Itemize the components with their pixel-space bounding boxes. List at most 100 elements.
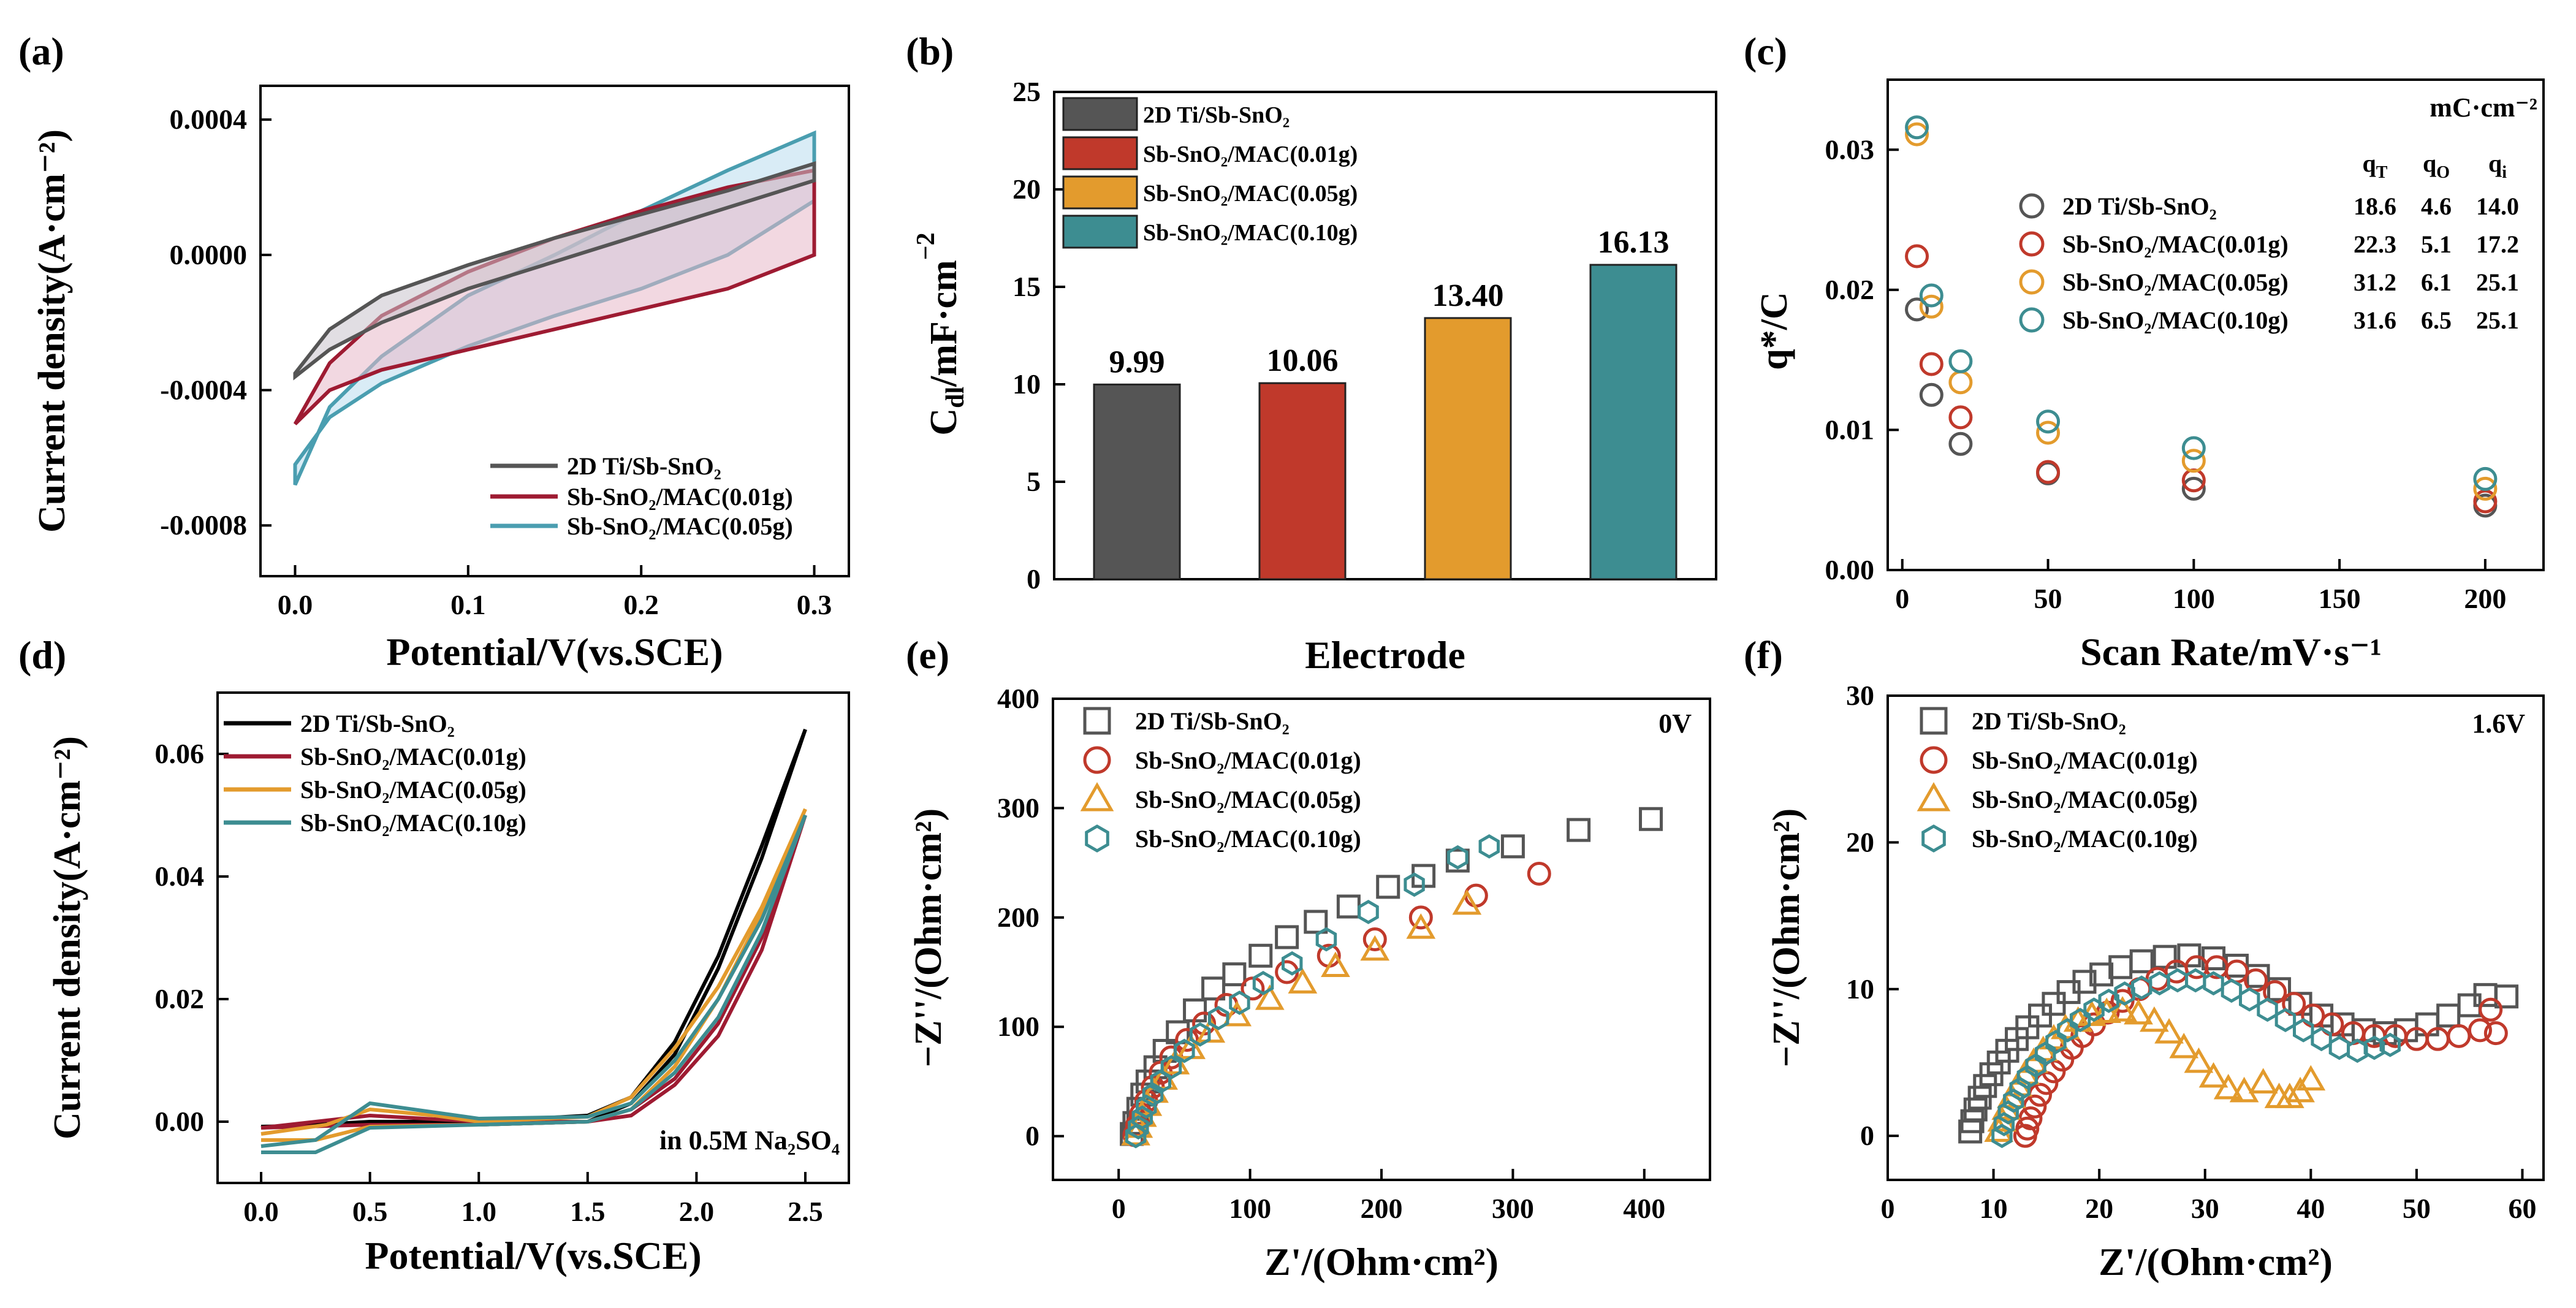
data-point: [1174, 1038, 1195, 1063]
y-axis-label: −Z''/(Ohm·cm²): [908, 808, 949, 1067]
data-point: [1905, 122, 1929, 146]
panel-label: (c): [1744, 29, 1787, 73]
legend-swatch: [1062, 215, 1138, 249]
x-tick-label: 0.0: [243, 1196, 279, 1227]
x-tick-label: 0: [1895, 583, 1909, 614]
data-point: [2473, 466, 2498, 491]
data-point: [2311, 1027, 2332, 1052]
y-tick-label: 400: [997, 683, 1039, 714]
x-tick-label: 200: [2464, 583, 2506, 614]
y-tick-label: 20: [1013, 173, 1041, 205]
y-axis-label-part: −2: [912, 232, 940, 260]
plot-frame: [1886, 694, 2545, 1181]
data-point: [1917, 781, 1951, 812]
table-row-name: 2D Ti/Sb-SnO₂: [2062, 192, 2217, 220]
x-tick-label: 50: [2403, 1193, 2431, 1224]
data-point: [2328, 1035, 2350, 1060]
data-point: [1919, 294, 1943, 319]
data-point: [2181, 436, 2206, 460]
table-header: qi: [2488, 150, 2507, 182]
data-point: [2009, 1076, 2031, 1101]
table-header-sub: O: [2436, 163, 2450, 182]
data-point: [1083, 746, 1111, 774]
annotation: in 0.5M Na₂SO₄: [659, 1125, 840, 1155]
data-point: [2248, 1068, 2278, 1093]
x-tick-label: 150: [2319, 583, 2361, 614]
data-point: [2019, 269, 2045, 295]
plot-frame: [1053, 91, 1717, 580]
x-tick-label: 0.3: [797, 589, 832, 620]
legend-label: Sb-SnO₂/MAC(0.01g): [1143, 142, 1358, 167]
data-point: [1408, 905, 1433, 930]
x-tick-label: 60: [2508, 1193, 2536, 1224]
bar-value-label: 9.99: [1109, 344, 1165, 379]
panel-d: (d) 0.0 0.5 1.0 1.5 2.0 2.5 0.00 0.02 0.04 0.06 2D …: [18, 633, 850, 1277]
data-point: [1160, 1055, 1182, 1080]
x-tick-label: 0.0: [278, 589, 313, 620]
data-point: [1360, 935, 1390, 961]
data-point: [1948, 432, 1973, 456]
y-tick-label: 30: [1846, 680, 1874, 711]
lsv-backward: [260, 815, 807, 1130]
data-point: [2296, 1065, 2326, 1091]
table-header-main: q: [2423, 150, 2436, 177]
x-tick-label: 1.0: [461, 1196, 496, 1227]
data-point: [1083, 707, 1111, 735]
data-point: [2129, 949, 2154, 973]
y-tick-label: 0.00: [1825, 554, 1875, 585]
data-point: [1282, 951, 1303, 976]
data-point: [1275, 925, 1299, 949]
bar: [1258, 382, 1347, 580]
legend-swatch: [1062, 97, 1138, 131]
data-point: [2057, 1017, 2078, 1043]
y-tick-label: 0: [1025, 1120, 1039, 1152]
table-header: qO: [2423, 150, 2450, 182]
bar: [1589, 264, 1677, 580]
y-tick-label: 5: [1027, 466, 1041, 497]
data-point: [1404, 872, 1425, 897]
data-point: [2089, 962, 2114, 987]
x-tick-label: 300: [1492, 1193, 1534, 1224]
legend-label: 2D Ti/Sb-SnO₂: [1135, 707, 1290, 735]
data-point: [2019, 307, 2045, 333]
y-tick-label: 0: [1027, 563, 1041, 595]
data-point: [1085, 824, 1109, 853]
data-point: [2494, 984, 2519, 1009]
data-point: [1288, 968, 1318, 994]
data-point: [1920, 746, 1948, 774]
data-point: [1639, 807, 1663, 831]
data-point: [1207, 1006, 1229, 1030]
data-point: [2036, 409, 2061, 434]
legend-swatch: [1062, 175, 1138, 210]
lsv-forward: [260, 814, 807, 1148]
legend-swatch: [1062, 136, 1138, 170]
data-point: [1196, 1017, 1226, 1043]
data-point: [1201, 976, 1226, 1001]
data-point: [2152, 945, 2177, 969]
data-point: [1919, 382, 1943, 407]
annotation: 0V: [1658, 709, 1692, 739]
x-tick-label: 40: [2297, 1193, 2325, 1224]
panel-c: (c)0 50 100 150 2000.000.010.020.03mC·cm⁻²qT…: [1744, 29, 2545, 674]
table-qO: 5.1: [2421, 230, 2452, 258]
legend-label: Sb-SnO₂/MAC(0.05g): [1972, 786, 2198, 813]
legend-label: Sb-SnO₂/MAC(0.01g): [1972, 747, 2198, 774]
data-point: [1315, 927, 1337, 952]
lsv-forward: [260, 808, 807, 1136]
y-tick-label: 300: [997, 792, 1039, 823]
data-point: [1255, 984, 1285, 1010]
data-point: [2320, 1012, 2344, 1036]
cv-loop: [293, 161, 816, 381]
data-point: [2483, 1021, 2508, 1046]
data-point: [2274, 1082, 2304, 1108]
x-axis-label: Potential/V(vs.SCE): [386, 630, 723, 674]
data-point: [1222, 1000, 1252, 1027]
legend-label: Sb-SnO₂/MAC(0.05g): [567, 512, 793, 540]
table-qT: 31.2: [2354, 268, 2396, 296]
table-header: qT: [2363, 150, 2388, 182]
x-tick-label: 100: [1229, 1193, 1271, 1224]
data-point: [2293, 1017, 2314, 1043]
table-qi: 25.1: [2476, 268, 2519, 296]
data-point: [2274, 1008, 2297, 1032]
